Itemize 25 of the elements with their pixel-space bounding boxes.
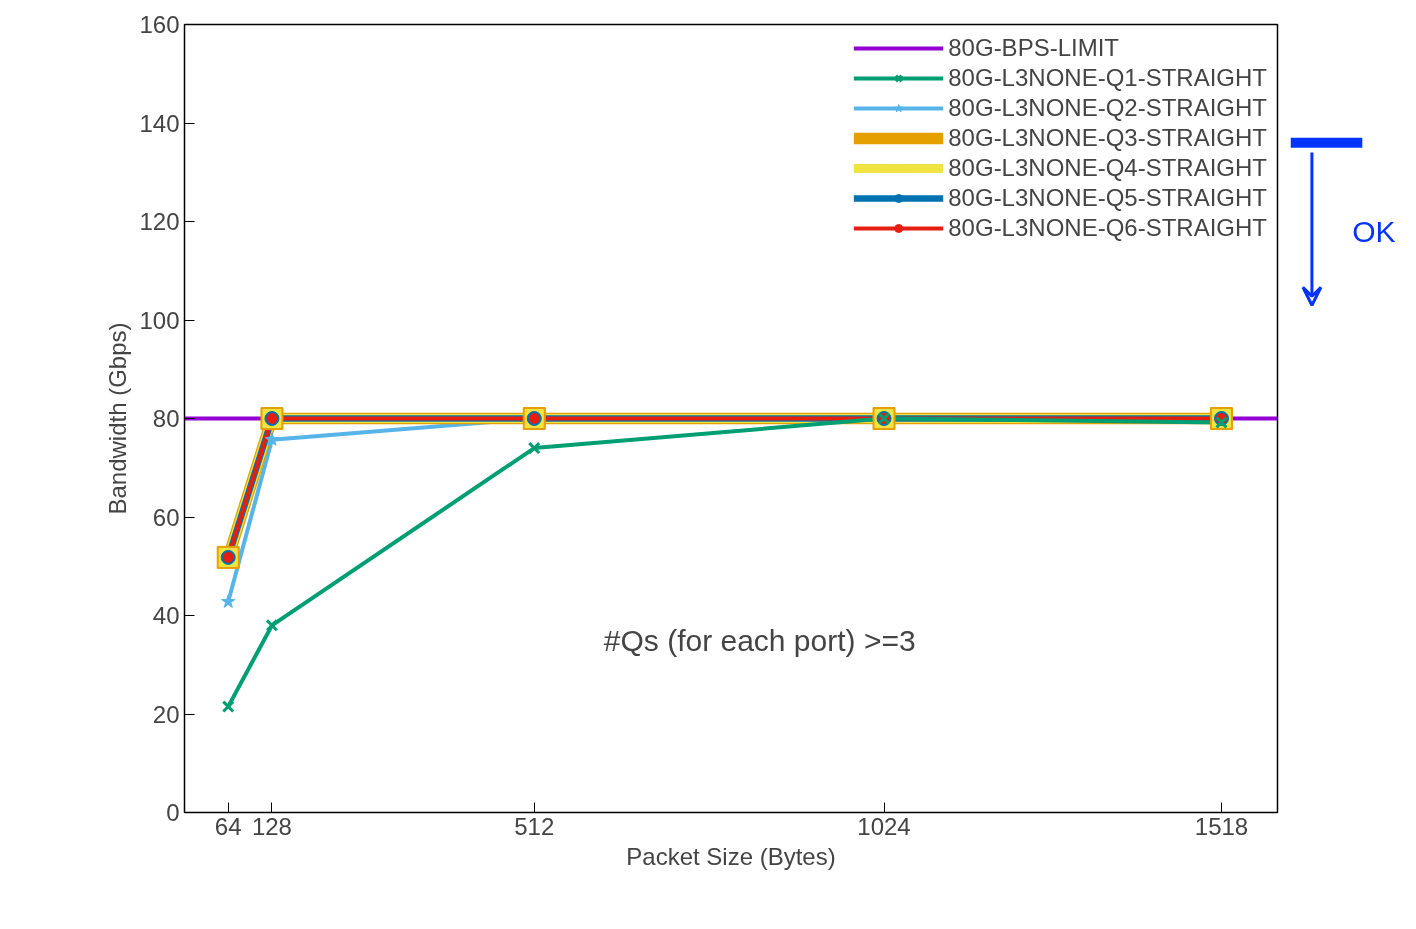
y-tick-label: 0: [166, 799, 180, 826]
y-tick-label: 100: [139, 306, 180, 334]
y-axis-title: Bandwidth (Gbps): [104, 322, 132, 515]
legend-label: 80G-L3NONE-Q2-STRAIGHT: [948, 94, 1267, 122]
y-tick-label: 160: [139, 11, 180, 38]
legend-label: 80G-L3NONE-Q1-STRAIGHT: [948, 64, 1267, 92]
legend-label: 80G-L3NONE-Q4-STRAIGHT: [948, 154, 1267, 182]
y-tick-label: 80: [152, 405, 180, 432]
x-axis-title: Packet Size (Bytes): [626, 842, 836, 870]
y-tick-label: 40: [152, 602, 180, 629]
x-tick-label: 128: [251, 812, 292, 840]
legend-label: 80G-L3NONE-Q3-STRAIGHT: [948, 124, 1267, 152]
x-tick-label: 64: [214, 812, 242, 840]
y-tick-label: 120: [139, 208, 180, 235]
x-tick-label: 1024: [857, 812, 911, 840]
legend-label: 80G-BPS-LIMIT: [948, 34, 1119, 62]
x-tick-label: 512: [514, 812, 555, 840]
legend-label: 80G-L3NONE-Q6-STRAIGHT: [948, 214, 1267, 242]
y-tick-label: 140: [139, 109, 180, 137]
y-tick-label: 60: [152, 503, 180, 531]
x-tick-label: 1518: [1194, 812, 1249, 840]
annotation: #Qs (for each port) >=3: [603, 623, 916, 657]
y-tick-label: 20: [152, 700, 180, 728]
text: OK: [1352, 214, 1396, 248]
legend-label: 80G-L3NONE-Q5-STRAIGHT: [948, 184, 1267, 212]
